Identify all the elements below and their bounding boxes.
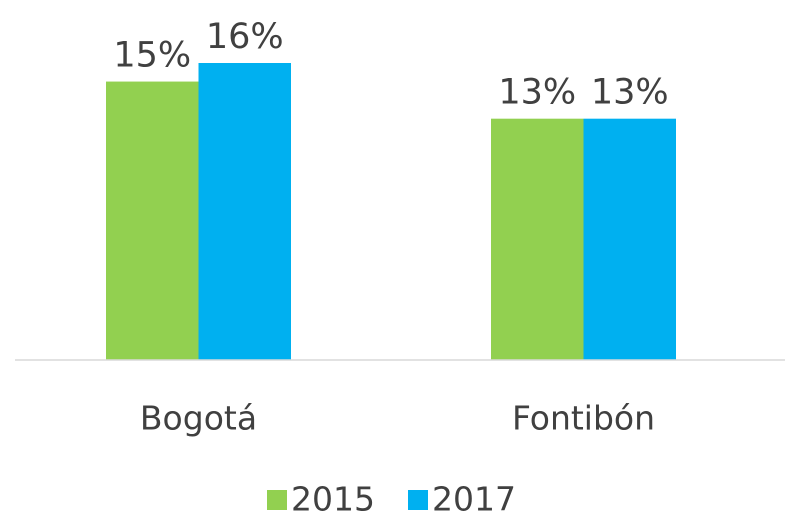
bar: [491, 118, 584, 360]
legend-swatch: [267, 490, 287, 510]
x-tick-label: Bogotá: [140, 399, 257, 438]
bar: [198, 63, 291, 360]
bar: [583, 118, 676, 360]
legend-swatch: [408, 490, 428, 510]
value-label: 13%: [498, 73, 576, 113]
legend-label: 2015: [291, 480, 375, 519]
value-label: 16%: [206, 17, 284, 57]
x-tick-label: Fontibón: [512, 399, 655, 438]
value-label: 15%: [113, 36, 191, 76]
legend-label: 2017: [432, 480, 516, 519]
bar: [106, 81, 199, 360]
value-label: 13%: [591, 73, 669, 113]
